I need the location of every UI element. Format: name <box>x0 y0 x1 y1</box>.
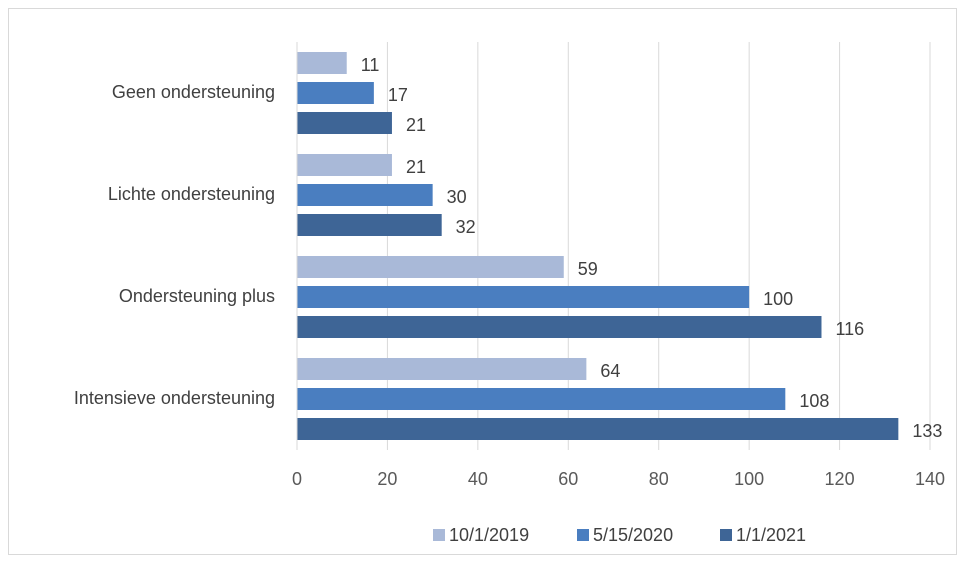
legend-swatch <box>433 529 445 541</box>
y-tick-label: Lichte ondersteuning <box>108 184 275 204</box>
bar <box>297 112 392 134</box>
data-label: 64 <box>600 361 620 381</box>
x-tick-label: 40 <box>468 469 488 489</box>
bar <box>297 82 374 104</box>
bar <box>297 256 564 278</box>
bar <box>297 214 442 236</box>
y-tick-label: Ondersteuning plus <box>119 286 275 306</box>
x-tick-label: 60 <box>558 469 578 489</box>
x-tick-label: 20 <box>377 469 397 489</box>
legend-label: 10/1/2019 <box>449 525 529 545</box>
chart-border <box>8 8 957 555</box>
bar <box>297 184 433 206</box>
data-label: 133 <box>912 421 942 441</box>
x-tick-label: 120 <box>825 469 855 489</box>
legend-label: 1/1/2021 <box>736 525 806 545</box>
y-tick-label: Geen ondersteuning <box>112 82 275 102</box>
legend-swatch <box>577 529 589 541</box>
x-tick-label: 0 <box>292 469 302 489</box>
bar <box>297 52 347 74</box>
data-label: 32 <box>456 217 476 237</box>
bar <box>297 418 899 440</box>
legend-swatch <box>720 529 732 541</box>
data-label: 100 <box>763 289 793 309</box>
x-tick-label: 100 <box>734 469 764 489</box>
data-label: 17 <box>388 85 408 105</box>
data-label: 11 <box>361 55 380 75</box>
bar <box>297 388 786 410</box>
x-tick-label: 140 <box>915 469 945 489</box>
data-label: 108 <box>799 391 829 411</box>
x-tick-label: 80 <box>649 469 669 489</box>
data-label: 21 <box>406 157 426 177</box>
bar <box>297 358 587 380</box>
bar <box>297 286 750 308</box>
data-label: 59 <box>578 259 598 279</box>
legend-label: 5/15/2020 <box>593 525 673 545</box>
bar <box>297 316 822 338</box>
data-label: 30 <box>447 187 467 207</box>
data-label: 21 <box>406 115 426 135</box>
bar <box>297 154 392 176</box>
data-label: 116 <box>835 319 864 339</box>
y-tick-label: Intensieve ondersteuning <box>74 388 275 408</box>
